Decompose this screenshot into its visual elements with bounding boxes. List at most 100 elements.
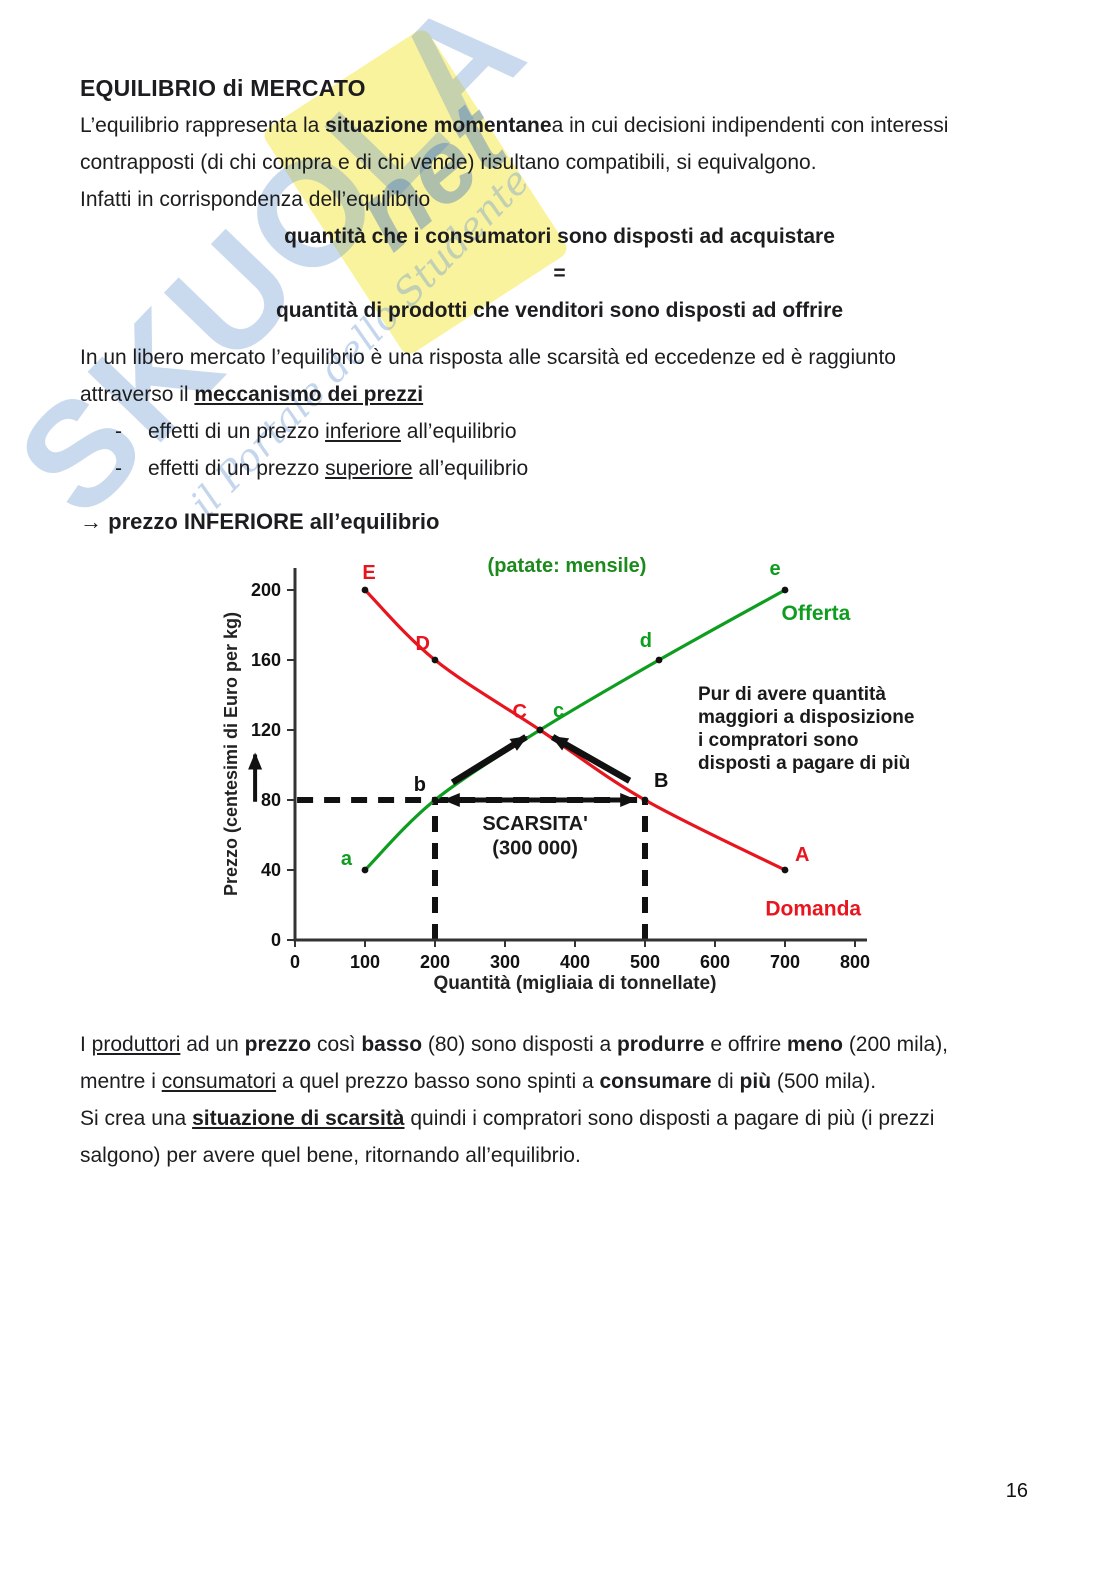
y-tick-label: 0 <box>271 930 281 950</box>
paragraph-produttori: I produttori ad un prezzo così basso (80… <box>80 1026 1039 1100</box>
equation-demand-line: quantità che i consumatori sono disposti… <box>284 225 835 248</box>
x-tick-label: 400 <box>560 952 590 972</box>
x-tick-label: 500 <box>630 952 660 972</box>
text-line: mentre i consumatori a quel prezzo basso… <box>80 1063 1039 1100</box>
point-label: c <box>553 700 564 722</box>
point-label: E <box>362 562 375 584</box>
x-tick-label: 700 <box>770 952 800 972</box>
text-line: attraverso il meccanismo dei prezzi <box>80 376 1039 413</box>
text-segment: meccanismo dei prezzi <box>194 383 424 406</box>
y-tick-label: 40 <box>261 860 281 880</box>
data-point <box>536 726 544 734</box>
page-title: EQUILIBRIO di MERCATO <box>80 75 366 101</box>
data-point <box>431 796 439 804</box>
pressure-arrow-left <box>450 734 528 786</box>
data-point <box>361 586 369 594</box>
text-segment: contrapposti (di chi compra e di chi ven… <box>80 151 817 174</box>
y-tick-label: 120 <box>251 720 281 740</box>
point-label: a <box>341 848 353 870</box>
point-label: A <box>795 844 809 866</box>
text-segment: produrre <box>616 1033 705 1056</box>
text-segment: consumare <box>599 1070 712 1093</box>
text-segment: e offrire <box>704 1033 787 1056</box>
text-segment: (200 mila), <box>842 1033 949 1056</box>
text-line: Infatti in corrispondenza dell’equilibri… <box>80 181 1039 218</box>
text-segment: attraverso il <box>80 383 195 406</box>
y-tick-label: 160 <box>251 650 281 670</box>
bullet-dash: - <box>115 420 122 443</box>
figure-market-chart: 0 100 200 300 400 500 600 700 800 0 40 80 120 160 200 Q… <box>215 542 965 1022</box>
text-segment: effetti di un prezzo <box>148 420 326 443</box>
text-line: Si crea una situazione di scarsità quind… <box>80 1100 1039 1137</box>
text-segment: ad un <box>180 1033 245 1056</box>
text-segment: di <box>711 1070 740 1093</box>
pressure-arrow-right <box>550 734 632 784</box>
text-segment: basso <box>361 1033 423 1056</box>
data-point <box>655 656 663 664</box>
text-segment: salgono) per avere quel bene, ritornando… <box>80 1144 581 1167</box>
section-heading: → prezzo INFERIORE all’equilibrio <box>80 503 1039 540</box>
text-line: salgono) per avere quel bene, ritornando… <box>80 1137 1039 1174</box>
chart-title: (patate: mensile) <box>488 555 647 577</box>
note-line: Pur di avere quantità <box>698 684 886 705</box>
text-segment: situazione momentane <box>325 114 552 137</box>
shortage-value: (300 000) <box>492 837 578 859</box>
bullet-text: effetti di un prezzo superiore all’equil… <box>148 450 528 487</box>
note-line: i compratori sono <box>698 730 858 751</box>
paragraph-intro: L’equilibrio rappresenta la situazione m… <box>80 107 1039 181</box>
x-tick-label: 600 <box>700 952 730 972</box>
text-segment: produttori <box>91 1033 181 1056</box>
data-point <box>431 656 439 664</box>
text-segment: (80) sono disposti a <box>422 1033 617 1056</box>
data-point <box>361 866 369 874</box>
page-content: EQUILIBRIO di MERCATO L’equilibrio rappr… <box>80 75 1039 1174</box>
arrow-right-icon: → <box>80 509 102 534</box>
curve-offerta <box>363 588 786 872</box>
data-point <box>781 866 789 874</box>
note-line: maggiori a disposizione <box>698 707 914 728</box>
text-segment: L’equilibrio rappresenta la <box>80 114 326 137</box>
point-label: B <box>654 770 668 792</box>
text-segment: In un libero mercato l’equilibrio è una … <box>80 346 896 369</box>
page-number: 16 <box>1005 1480 1028 1502</box>
text-segment: effetti di un prezzo <box>148 457 326 480</box>
point-label: C <box>513 701 527 723</box>
text-segment: mentre i <box>80 1070 162 1093</box>
text-segment: così <box>311 1033 362 1056</box>
bullet-prezzo-inferiore: - effetti di un prezzo inferiore all’equ… <box>80 413 1039 450</box>
bullet-prezzo-superiore: - effetti di un prezzo superiore all’equ… <box>80 450 1039 487</box>
text-segment: Si crea una <box>80 1107 193 1130</box>
section-heading-text: prezzo INFERIORE all’equilibrio <box>108 509 440 534</box>
equation-equals-sign: = <box>553 262 566 285</box>
paragraph-infatti: Infatti in corrispondenza dell’equilibri… <box>80 181 1039 218</box>
data-point <box>781 586 789 594</box>
paragraph-situazione-scarsita: Si crea una situazione di scarsità quind… <box>80 1100 1039 1174</box>
text-segment: (500 mila). <box>771 1070 877 1093</box>
bullet-dash: - <box>115 457 122 480</box>
text-segment: superiore <box>325 457 413 480</box>
text-line: I produttori ad un prezzo così basso (80… <box>80 1026 1039 1063</box>
x-tick-label: 200 <box>420 952 450 972</box>
y-tick-label: 200 <box>251 580 281 600</box>
text-segment: quindi i compratori sono disposti a paga… <box>404 1107 935 1130</box>
x-tick-label: 0 <box>290 952 300 972</box>
x-tick-label: 800 <box>840 952 870 972</box>
point-label: d <box>640 630 652 652</box>
point-label: e <box>769 558 780 580</box>
text-segment: all’equilibrio <box>400 420 517 443</box>
bullet-text: effetti di un prezzo inferiore all’equil… <box>148 413 517 450</box>
shortage-label: SCARSITA' <box>482 813 587 835</box>
text-segment: prezzo <box>244 1033 312 1056</box>
x-tick-label: 100 <box>350 952 380 972</box>
text-segment: a in cui decisioni indipendenti con inte… <box>551 114 949 137</box>
text-segment: inferiore <box>325 420 401 443</box>
text-segment: all’equilibrio <box>412 457 529 480</box>
curve-domanda <box>363 588 786 872</box>
equation-supply-line: quantità di prodotti che venditori sono … <box>275 299 843 322</box>
equilibrium-equation: quantità che i consumatori sono disposti… <box>80 218 1039 329</box>
text-segment: meno <box>786 1033 843 1056</box>
y-axis-label: Prezzo (centesimi di Euro per kg) <box>221 612 241 896</box>
series-label-domanda: Domanda <box>765 898 861 921</box>
text-line: L’equilibrio rappresenta la situazione m… <box>80 107 1039 144</box>
